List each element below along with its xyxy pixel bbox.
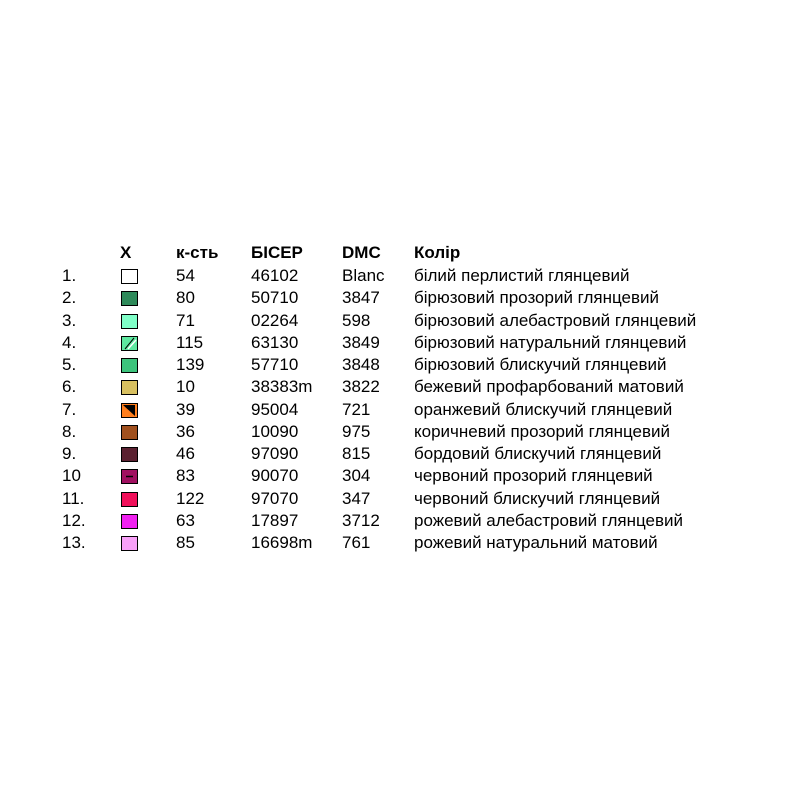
color-name: бежевий профарбований матовий [414, 377, 684, 397]
row-number: 13. [62, 533, 86, 552]
bead-code: 10090 [251, 421, 299, 441]
bead-code: 50710 [251, 288, 299, 308]
dmc-code: 3712 [342, 510, 380, 530]
color-name: бірюзовий прозорий глянцевий [414, 288, 660, 308]
swatch [121, 536, 138, 551]
bead-code: 57710 [251, 355, 299, 374]
quantity: 54 [176, 266, 195, 285]
row-number: 9. [62, 444, 77, 463]
row-number: 4. [62, 332, 77, 352]
swatch [121, 335, 138, 351]
dmc-code: 975 [342, 421, 371, 441]
color-name: червоний блискучий глянцевий [414, 488, 661, 508]
row-number: 7. [62, 399, 77, 419]
quantity: 39 [176, 399, 195, 419]
quantity: 85 [176, 533, 195, 552]
quantity: 10 [176, 377, 195, 397]
dmc-code: 815 [342, 444, 371, 463]
color-name: білий перлистий глянцевий [414, 266, 630, 285]
bead-code: 38383m [251, 377, 313, 397]
swatch-symbol [123, 404, 135, 416]
color-name: бордовий блискучий глянцевий [414, 444, 662, 463]
color-name: рожевий натуральний матовий [414, 533, 658, 552]
quantity: 36 [176, 421, 195, 441]
bead-code: 90070 [251, 466, 299, 486]
quantity: 139 [176, 355, 205, 374]
dmc-code: 347 [342, 488, 371, 508]
swatch [121, 313, 138, 329]
quantity: 80 [176, 288, 195, 308]
swatch [121, 269, 138, 284]
quantity: 115 [176, 332, 204, 352]
color-name: бірюзовий алебастровий глянцевий [414, 310, 697, 330]
swatch [121, 358, 138, 373]
color-name: рожевий алебастровий глянцевий [414, 510, 684, 530]
swatch-symbol [124, 337, 137, 350]
row-number: 1. [62, 266, 77, 285]
swatch [121, 469, 138, 485]
color-name: бірюзовий натуральний глянцевий [414, 332, 687, 352]
bead-code: 97070 [251, 488, 299, 508]
row-number: 6. [62, 377, 77, 397]
row-number: 3. [62, 310, 77, 330]
bead-code: 17897 [251, 510, 299, 530]
dmc-code: 3822 [342, 377, 380, 397]
row-number: 12. [62, 510, 86, 530]
dmc-code: 598 [342, 310, 371, 330]
column-header: Колір [414, 243, 461, 262]
dmc-code: 3847 [342, 288, 380, 308]
quantity: 71 [176, 310, 195, 330]
quantity: 122 [176, 488, 205, 508]
dmc-code: 3849 [342, 332, 380, 352]
quantity: 46 [176, 444, 195, 463]
dmc-code: 3848 [342, 355, 380, 374]
quantity: 63 [176, 510, 195, 530]
column-header: БІСЕР [251, 243, 303, 262]
color-name: бірюзовий блискучий глянцевий [414, 355, 667, 374]
column-header: к-сть [176, 243, 219, 262]
row-number: 11. [62, 488, 85, 508]
swatch [121, 447, 138, 462]
row-number: 10 [62, 466, 81, 486]
color-name: червоний прозорий глянцевий [414, 466, 653, 486]
swatch [121, 291, 138, 307]
bead-code: 16698m [251, 533, 313, 552]
color-name: оранжевий блискучий глянцевий [414, 399, 673, 419]
color-name: коричневий прозорий глянцевий [414, 421, 670, 441]
dmc-code: 721 [342, 399, 371, 419]
bead-code: 46102 [251, 266, 299, 285]
swatch-symbol [126, 476, 133, 478]
quantity: 83 [176, 466, 195, 486]
swatch [121, 402, 138, 418]
row-number: 5. [62, 355, 77, 374]
row-number: 2. [62, 288, 77, 308]
dmc-code: Blanc [342, 266, 385, 285]
swatch [121, 380, 138, 396]
row-number: 8. [62, 421, 77, 441]
swatch [121, 513, 138, 529]
dmc-code: 304 [342, 466, 371, 486]
bead-code: 97090 [251, 444, 299, 463]
bead-code: 95004 [251, 399, 299, 419]
dmc-code: 761 [342, 533, 371, 552]
swatch [121, 424, 138, 440]
bead-code: 02264 [251, 310, 299, 330]
bead-code: 63130 [251, 332, 299, 352]
column-header: X [120, 243, 132, 262]
column-header: DMC [342, 243, 381, 262]
swatch [121, 491, 138, 507]
